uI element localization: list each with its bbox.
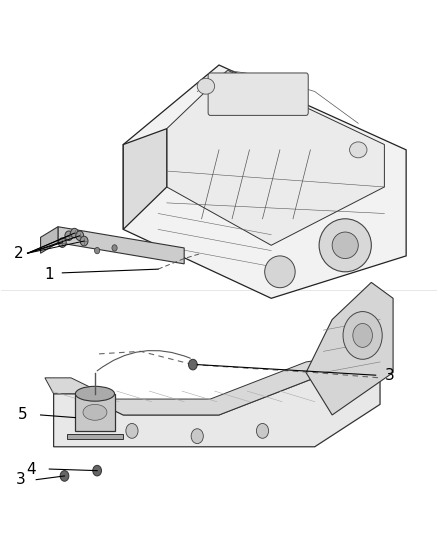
Polygon shape	[58, 227, 184, 264]
FancyBboxPatch shape	[208, 73, 308, 115]
Ellipse shape	[75, 386, 115, 401]
Circle shape	[112, 245, 117, 251]
Ellipse shape	[332, 232, 358, 259]
Circle shape	[188, 359, 197, 370]
Circle shape	[126, 423, 138, 438]
Polygon shape	[75, 394, 115, 431]
Text: 2: 2	[14, 246, 24, 261]
Polygon shape	[123, 128, 167, 229]
Ellipse shape	[197, 78, 215, 94]
Circle shape	[80, 236, 88, 246]
Text: 5: 5	[18, 407, 28, 423]
Polygon shape	[53, 367, 380, 447]
Circle shape	[58, 238, 66, 247]
Text: 1: 1	[44, 267, 54, 282]
Circle shape	[191, 429, 203, 443]
Ellipse shape	[343, 312, 382, 359]
Text: 3: 3	[16, 472, 25, 487]
Ellipse shape	[319, 219, 371, 272]
Ellipse shape	[83, 405, 107, 420]
Ellipse shape	[353, 324, 372, 348]
Ellipse shape	[350, 142, 367, 158]
Polygon shape	[123, 65, 406, 298]
Polygon shape	[67, 433, 123, 439]
Polygon shape	[306, 282, 393, 415]
Circle shape	[76, 231, 84, 240]
Circle shape	[60, 471, 69, 481]
Polygon shape	[167, 70, 385, 245]
Polygon shape	[41, 227, 58, 253]
Circle shape	[65, 231, 73, 240]
Text: 3: 3	[385, 368, 394, 383]
Text: 4: 4	[27, 462, 36, 477]
Ellipse shape	[265, 256, 295, 288]
Circle shape	[256, 423, 268, 438]
Circle shape	[95, 247, 100, 254]
Circle shape	[93, 465, 102, 476]
Circle shape	[71, 228, 78, 238]
Polygon shape	[45, 351, 380, 415]
